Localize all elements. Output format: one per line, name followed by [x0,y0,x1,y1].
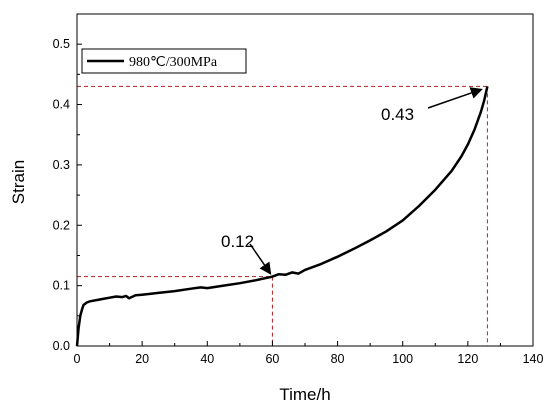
x-axis-title: Time/h [279,385,330,404]
annotation-label-0-43: 0.43 [381,105,414,124]
y-tick-label-0: 0.0 [53,339,70,353]
y-tick-label-2: 0.2 [53,218,70,232]
annotations: 0.12 0.43 [221,87,483,275]
annotation-arrow-0 [249,243,272,275]
x-tick-label-6: 120 [457,352,478,366]
y-tick-label-4: 0.4 [53,98,70,112]
series-layer [75,86,489,347]
y-tick-label-5: 0.5 [53,37,70,51]
annotation-arrow-1 [427,87,483,109]
x-tick-label-7: 140 [523,352,544,366]
x-tick-label-5: 100 [392,352,413,366]
x-tick-label-0: 0 [74,352,81,366]
reference-lines [77,85,488,346]
series-line-0 [75,86,489,347]
axis-ticks: 0 20 40 60 80 100 120 140 0.0 0.1 0.2 0.3 0.4 0.5 [53,37,544,366]
y-axis-title: Strain [9,160,28,204]
legend-label: 980℃/300MPa [129,55,218,70]
legend: 980℃/300MPa [81,48,247,74]
y-tick-label-1: 0.1 [53,279,70,293]
x-tick-label-3: 60 [265,352,279,366]
x-tick-label-4: 80 [331,352,345,366]
y-tick-label-3: 0.3 [53,158,70,172]
annotation-label-0-12: 0.12 [221,232,254,251]
x-tick-label-1: 20 [135,352,149,366]
x-tick-label-2: 40 [200,352,214,366]
